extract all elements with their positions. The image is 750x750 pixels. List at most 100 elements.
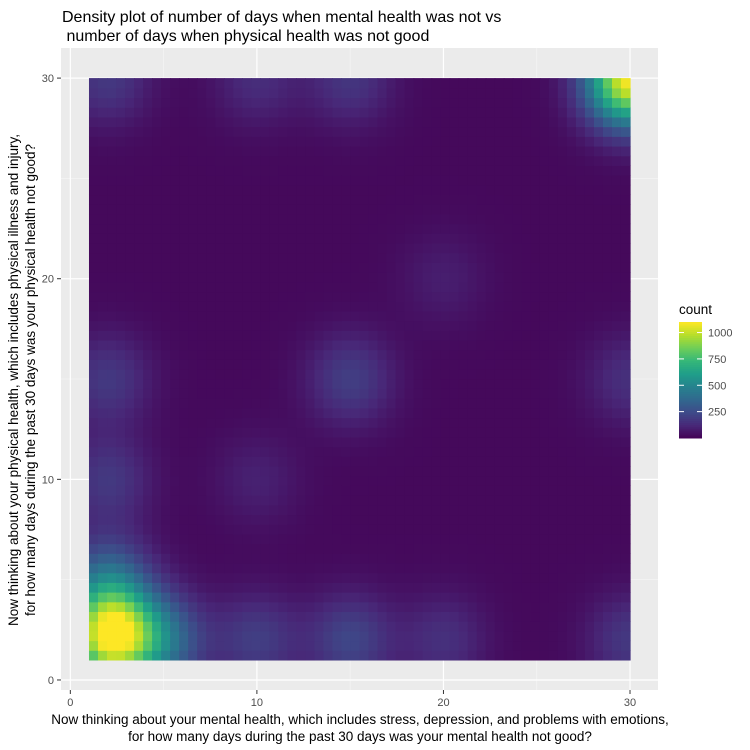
density-cell [476, 155, 487, 166]
density-cell [359, 223, 370, 234]
y-tick-label: 10 [42, 474, 54, 486]
density-cell [602, 165, 613, 176]
density-cell [467, 514, 478, 525]
density-cell [134, 417, 144, 428]
density-cell [224, 553, 234, 564]
density-cell [305, 524, 316, 535]
density-cell [107, 320, 117, 331]
density-cell [359, 184, 370, 196]
density-cell [125, 592, 135, 603]
density-cell [350, 630, 361, 642]
density-cell [512, 378, 523, 389]
density-cell [512, 223, 523, 234]
density-cell [404, 388, 415, 399]
density-cell [224, 407, 234, 419]
density-cell [584, 301, 595, 312]
density-cell [548, 349, 559, 360]
density-cell [233, 320, 243, 331]
density-cell [413, 145, 424, 157]
density-cell [593, 582, 604, 593]
density-cell [575, 204, 586, 215]
density-cell [296, 436, 306, 448]
density-cell [161, 204, 171, 215]
density-cell [584, 175, 595, 186]
density-cell [305, 601, 316, 613]
density-cell [368, 281, 379, 293]
density-cell [242, 204, 252, 215]
density-cell [404, 611, 415, 622]
colorbar-slice [679, 391, 702, 395]
density-cell [422, 272, 433, 283]
density-cell [620, 97, 631, 108]
density-cell [278, 436, 288, 448]
density-cell [422, 640, 433, 651]
density-cell [242, 233, 252, 244]
density-cell [251, 252, 261, 263]
density-cell [368, 272, 379, 283]
density-cell [521, 611, 532, 622]
density-cell [593, 621, 604, 632]
density-cell [467, 145, 478, 157]
density-cell [143, 485, 153, 496]
density-cell [431, 630, 442, 642]
density-cell [233, 301, 243, 312]
density-cell [107, 291, 117, 302]
density-cell [305, 310, 316, 322]
density-cell [224, 175, 234, 186]
density-cell [260, 465, 270, 477]
density-cell [332, 572, 343, 583]
density-cell [521, 524, 532, 535]
density-cell [116, 330, 126, 341]
density-cell [413, 252, 424, 263]
density-cell [503, 349, 514, 360]
density-cell [88, 107, 99, 118]
density-cell [611, 485, 622, 496]
density-cell [305, 339, 316, 351]
density-cell [287, 78, 297, 89]
density-cell [215, 601, 225, 613]
density-cell [368, 213, 379, 225]
density-cell [233, 310, 243, 322]
density-cell [134, 611, 144, 622]
density-cell [548, 301, 559, 312]
density-cell [485, 543, 496, 554]
density-cell [467, 601, 478, 613]
density-cell [269, 388, 279, 399]
density-cell [296, 514, 306, 525]
density-cell [161, 427, 171, 438]
density-cell [125, 175, 135, 186]
density-cell [521, 233, 532, 244]
density-cell [404, 320, 415, 331]
density-cell [233, 262, 243, 273]
density-cell [620, 359, 631, 370]
density-cell [566, 359, 577, 370]
density-cell [116, 310, 126, 322]
density-cell [179, 436, 189, 448]
density-cell [449, 436, 460, 448]
density-cell [512, 640, 523, 651]
density-cell [611, 165, 622, 176]
density-cell [88, 262, 99, 273]
density-cell [503, 524, 514, 535]
density-cell [278, 369, 288, 380]
density-cell [206, 533, 216, 545]
density-cell [152, 485, 162, 496]
density-cell [98, 582, 108, 593]
density-cell [323, 262, 334, 273]
density-cell [242, 175, 252, 186]
density-cell [143, 553, 153, 564]
density-cell [566, 562, 577, 574]
density-cell [179, 310, 189, 322]
density-cell [449, 485, 460, 496]
density-cell [512, 398, 523, 409]
density-cell [395, 475, 406, 486]
density-cell [485, 562, 496, 574]
density-cell [557, 301, 568, 312]
density-cell [512, 204, 523, 215]
density-cell [287, 514, 297, 525]
density-cell [98, 553, 108, 564]
density-cell [350, 495, 361, 506]
density-cell [242, 116, 252, 128]
density-cell [251, 291, 261, 302]
density-cell [197, 407, 207, 419]
